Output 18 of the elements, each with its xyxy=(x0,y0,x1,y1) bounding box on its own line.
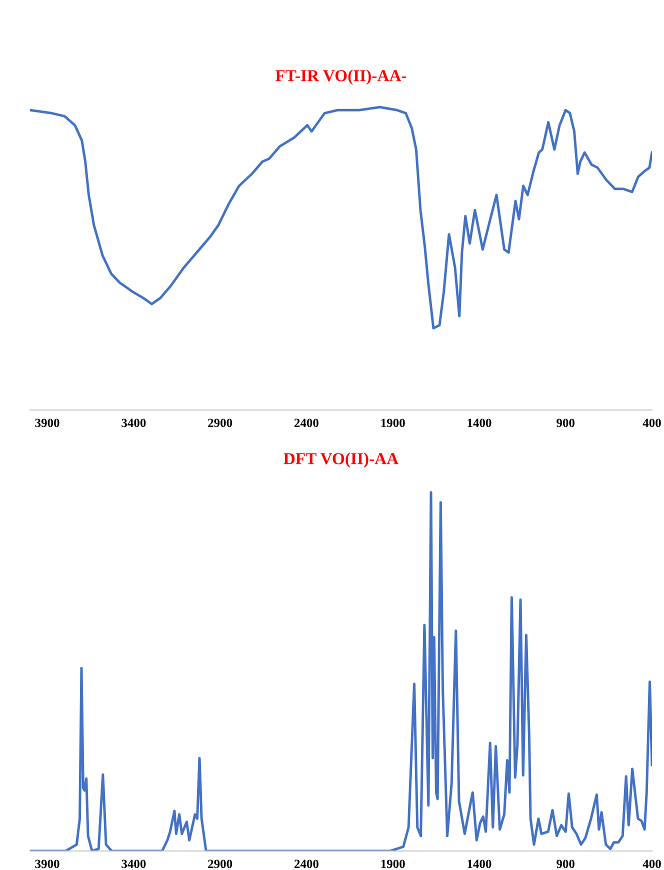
x-tick-label: 3900 xyxy=(35,860,60,868)
x-tick-label: 3400 xyxy=(122,418,146,428)
x-tick-label: 900 xyxy=(556,860,575,868)
x-tick-label: 900 xyxy=(556,418,575,428)
x-tick-label: 400 xyxy=(642,418,661,428)
x-tick-label: 400 xyxy=(642,860,661,868)
x-tick-label: 2400 xyxy=(294,860,318,868)
x-tick-label: 3400 xyxy=(122,860,146,868)
x-tick-label: 2400 xyxy=(294,418,318,428)
x-tick-label: 2900 xyxy=(208,860,232,868)
x-tick-label: 3900 xyxy=(35,418,60,428)
x-tick-label: 2900 xyxy=(208,418,232,428)
chart-title: DFT VO(II)-AA xyxy=(284,452,399,468)
x-tick-label: 1900 xyxy=(381,860,405,868)
x-tick-label: 1400 xyxy=(468,860,492,868)
chart-title: FT-IR VO(II)-AA- xyxy=(275,70,406,85)
x-tick-label: 1900 xyxy=(381,418,405,428)
x-tick-label: 1400 xyxy=(468,418,492,428)
